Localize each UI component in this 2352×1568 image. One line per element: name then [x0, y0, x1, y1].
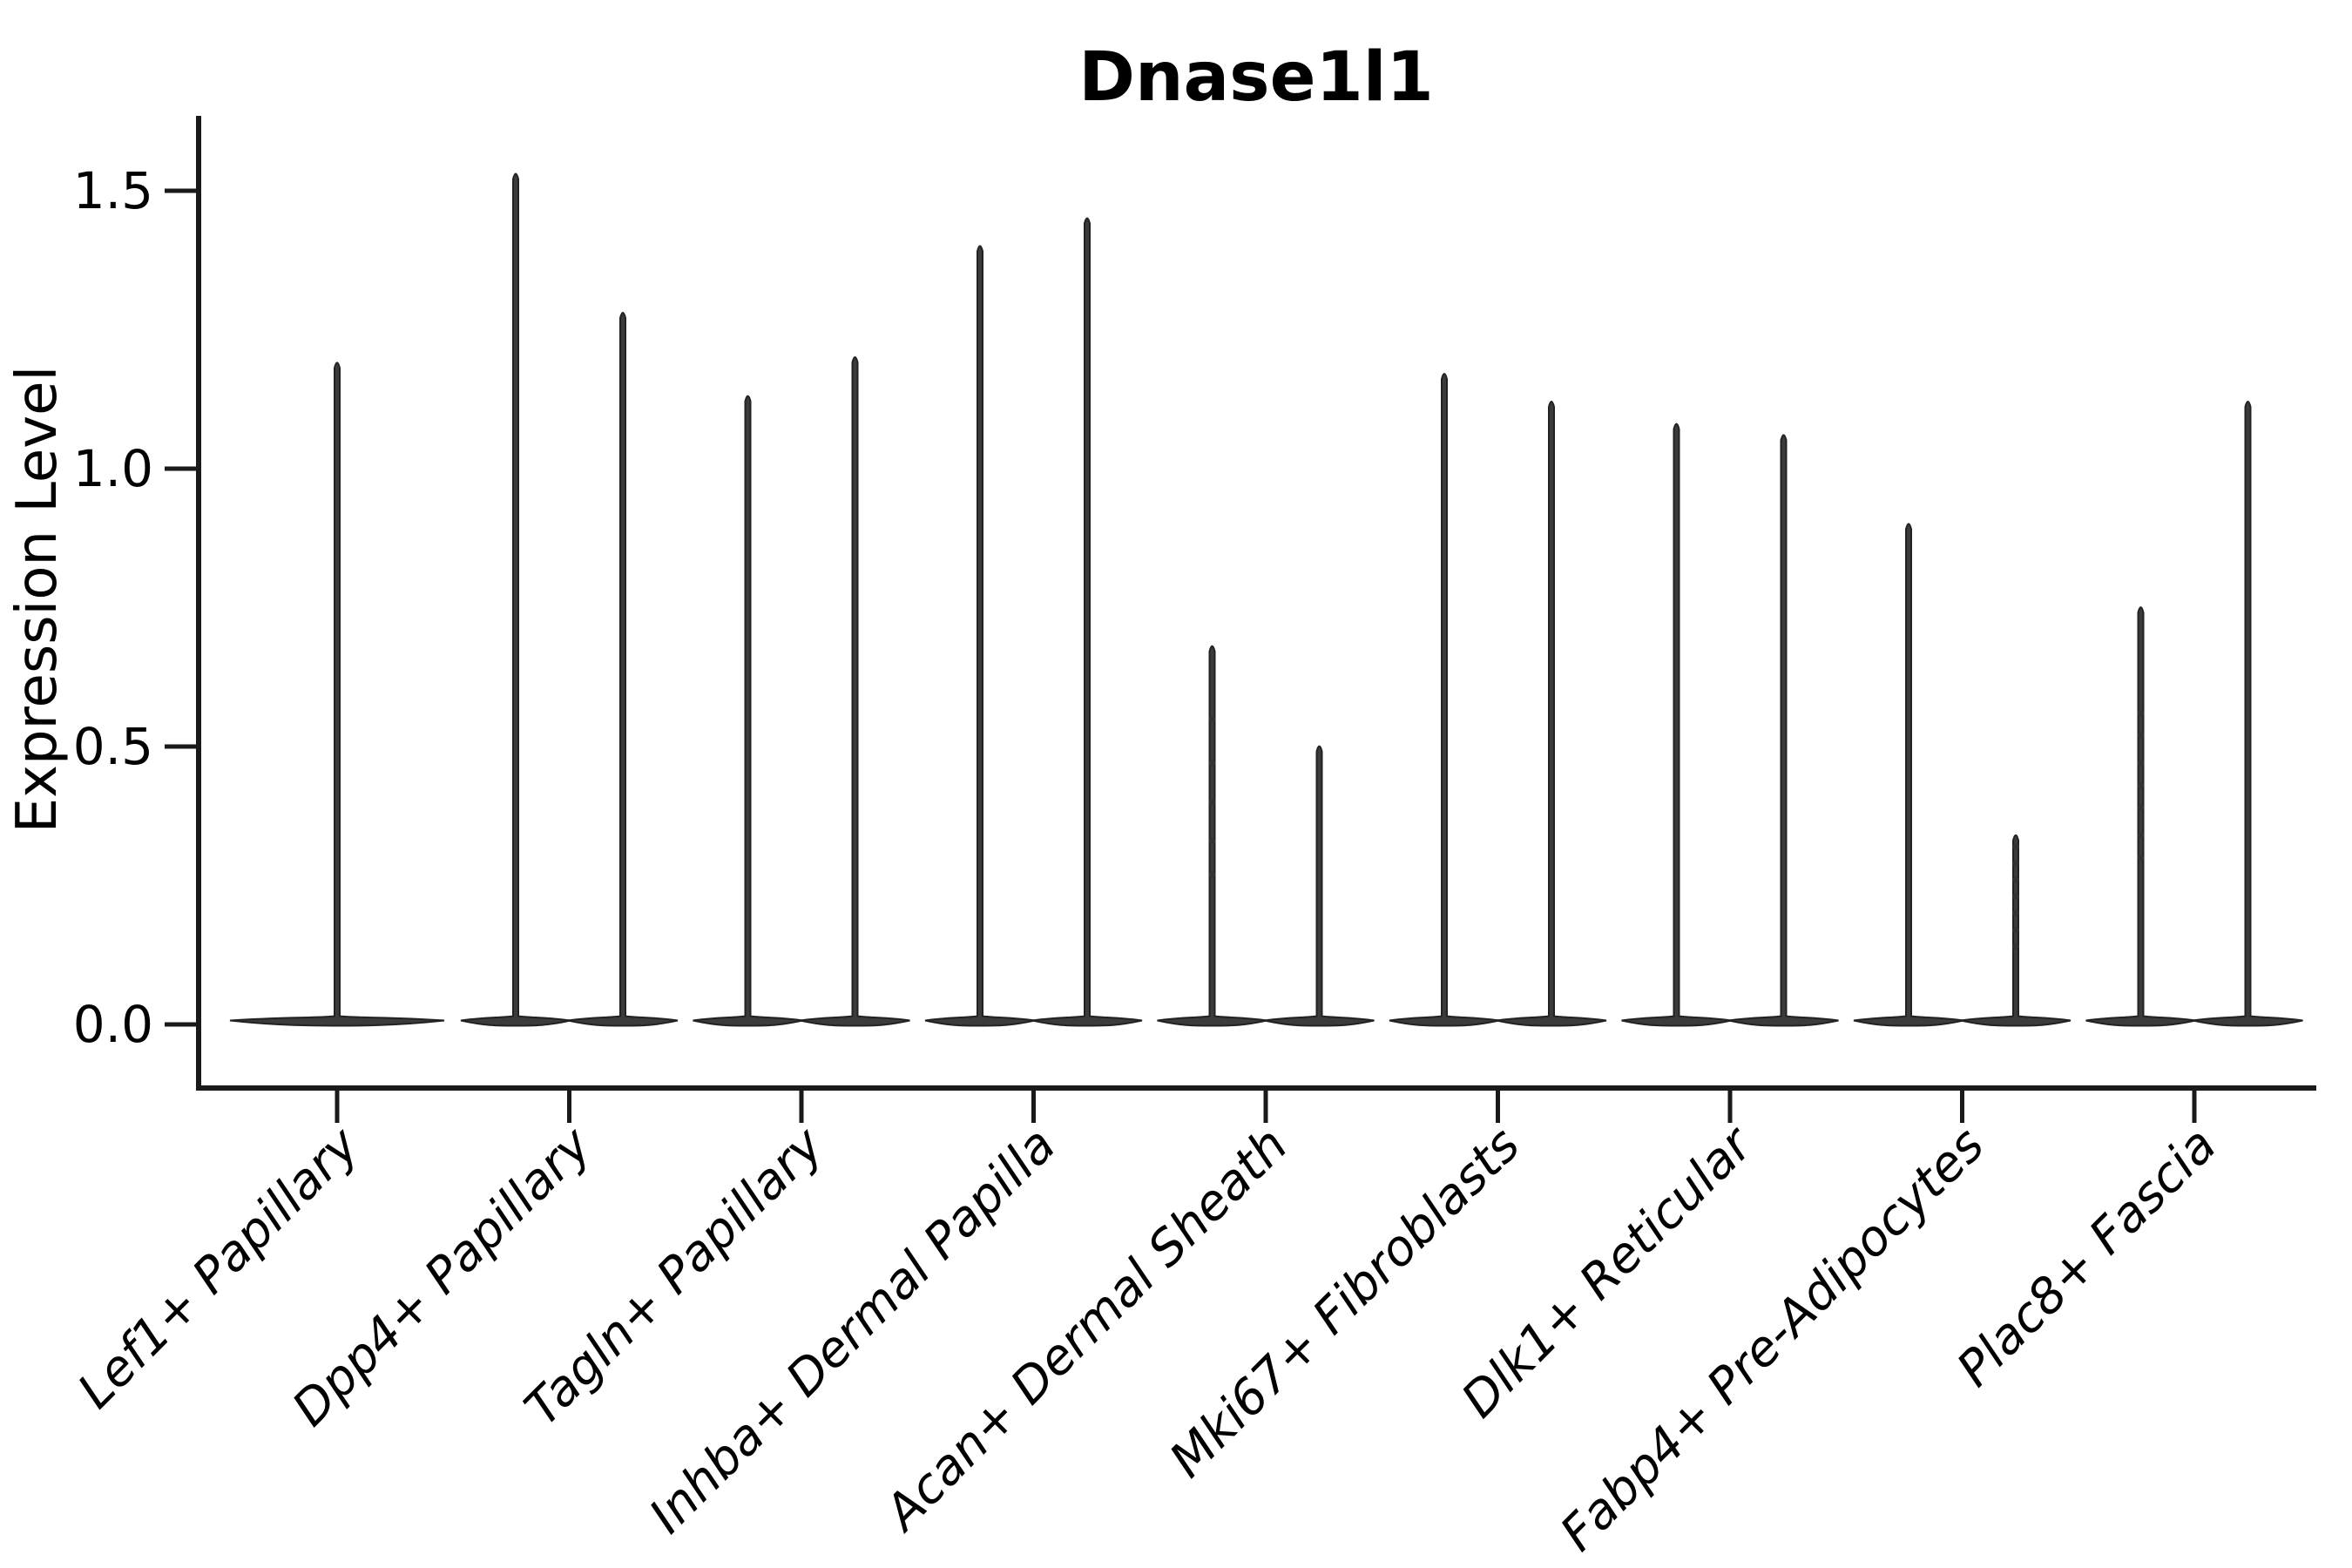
- jitter-point: [2012, 893, 2019, 900]
- violin: [460, 172, 571, 1027]
- violin: [1728, 434, 1839, 1027]
- jitter-point: [2138, 855, 2144, 862]
- violin: [1389, 373, 1500, 1027]
- jitter-point: [1209, 871, 1215, 878]
- jitter-point: [1209, 715, 1215, 722]
- violin-group: [693, 356, 910, 1027]
- y-axis-label: Expression Level: [5, 366, 70, 834]
- jitter-point: [1209, 760, 1215, 767]
- violin: [2085, 606, 2196, 1027]
- violin: [2193, 401, 2303, 1027]
- violin: [693, 395, 803, 1027]
- jitter-point: [2012, 943, 2019, 950]
- jitter-point: [2138, 804, 2144, 811]
- y-axis-ticks: 0.0 0.5 1.0 1.5: [73, 161, 196, 1054]
- jitter-point: [2012, 860, 2019, 867]
- violin-group: [1389, 373, 1607, 1027]
- violin: [1621, 422, 1732, 1027]
- violin: [229, 362, 445, 1027]
- violin: [1157, 645, 1267, 1027]
- y-tick-label: 1.5: [73, 161, 153, 220]
- violin: [1853, 523, 1964, 1027]
- violin: [1496, 401, 1607, 1027]
- violin-group: [924, 217, 1143, 1027]
- violin: [567, 311, 679, 1027]
- violin-group: [1621, 422, 1839, 1027]
- plot-title: Dnase1l1: [1078, 38, 1434, 117]
- violin: [1031, 217, 1143, 1027]
- jitter-point: [2012, 843, 2019, 850]
- jitter-point: [2012, 927, 2019, 934]
- violin-group: [2085, 401, 2303, 1027]
- y-tick-label: 0.5: [73, 717, 153, 776]
- violin-group: [1157, 645, 1375, 1027]
- jitter-point: [1209, 799, 1215, 806]
- jitter-point: [2138, 782, 2144, 789]
- violin: [924, 245, 1036, 1027]
- x-axis-ticks: [335, 1088, 2197, 1123]
- violin-group: [1853, 523, 2072, 1027]
- jitter-point: [2012, 909, 2019, 916]
- y-tick-label: 1.0: [73, 439, 153, 498]
- jitter-point: [2012, 876, 2019, 883]
- violin: [1264, 745, 1375, 1027]
- y-tick-label: 0.0: [73, 995, 153, 1054]
- jitter-point: [2138, 732, 2144, 739]
- violin-group: [229, 362, 445, 1027]
- violins-layer: [229, 172, 2303, 1027]
- jitter-point: [2138, 832, 2144, 839]
- violin-group: [460, 172, 679, 1027]
- violin: [800, 356, 910, 1027]
- jitter-point: [2138, 760, 2144, 767]
- jitter-point: [2138, 710, 2144, 717]
- jitter-point: [1209, 837, 1215, 844]
